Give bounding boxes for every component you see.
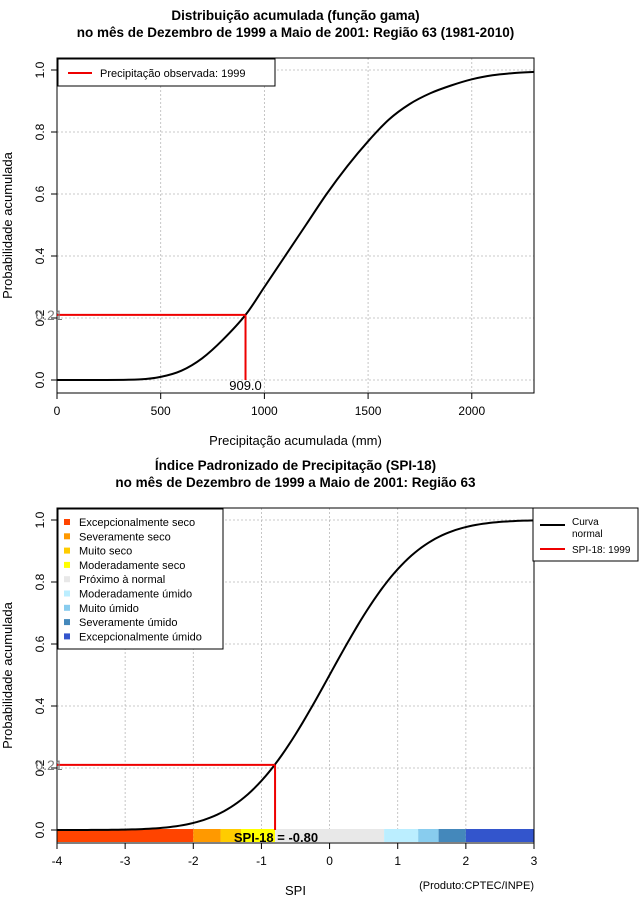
- chart-title-line1: Índice Padronizado de Precipitação (SPI-…: [155, 458, 436, 473]
- category-legend-label: Severamente seco: [79, 531, 171, 543]
- y-tick-label: 0.6: [33, 185, 47, 202]
- chart-title-line2: no mês de Dezembro de 1999 a Maio de 200…: [77, 25, 514, 40]
- y-tick-label: 0.2: [33, 759, 47, 776]
- category-legend-label: Excepcionalmente seco: [79, 517, 195, 529]
- spi-band: [275, 829, 385, 842]
- x-tick-label: -2: [188, 854, 199, 868]
- category-legend-swatch: [64, 576, 70, 583]
- y-tick-label: 1.0: [33, 511, 47, 528]
- spi-band: [465, 829, 534, 842]
- category-legend-label: Moderadamente úmido: [79, 589, 192, 601]
- category-legend-label: Muito seco: [79, 546, 132, 558]
- y-tick-label: 0.8: [33, 123, 47, 140]
- x-tick-label: 1: [394, 854, 401, 868]
- chart-title-line1: Distribuição acumulada (função gama): [171, 8, 419, 23]
- spi-band: [438, 829, 466, 842]
- line-legend-label: Curva: [572, 517, 599, 528]
- marker-y-value-label: 0.21: [35, 307, 62, 323]
- line-legend-label: SPI-18: 1999: [572, 545, 631, 556]
- category-legend-swatch: [64, 604, 70, 611]
- category-legend-label: Moderadamente seco: [79, 560, 185, 572]
- plot-frame: [56, 57, 535, 394]
- y-axis-label: Probabilidade acumulada: [0, 601, 15, 748]
- x-tick-label: -1: [256, 854, 267, 868]
- category-legend-swatch: [64, 519, 70, 525]
- line-legend-label-2: normal: [572, 529, 603, 540]
- x-tick-label: 2000: [458, 404, 485, 418]
- chart-1: Distribuição acumulada (função gama) no m…: [0, 8, 535, 448]
- category-legend-label: Severamente úmido: [79, 617, 177, 629]
- category-legend-label: Excepcionalmente úmido: [79, 631, 202, 643]
- category-legend-swatch: [64, 533, 70, 540]
- spi-band: [57, 829, 194, 842]
- cdf-curve: [56, 519, 535, 831]
- credit-label: (Produto:CPTEC/INPE): [419, 880, 534, 892]
- x-axis-label: Precipitação acumulada (mm): [209, 433, 382, 448]
- category-legend-label: Muito úmido: [79, 603, 139, 615]
- x-axis-label: SPI: [285, 883, 306, 898]
- x-tick-label: 3: [531, 854, 538, 868]
- plot-frame: [56, 507, 535, 844]
- y-tick-label: 0.4: [33, 697, 47, 714]
- spi-value-label: SPI-18 = -0.80: [234, 830, 318, 845]
- category-legend-swatch: [64, 561, 70, 568]
- spi-band: [220, 829, 241, 842]
- marker-x-value-label: 909.0: [229, 378, 262, 393]
- chart-title-line2: no mês de Dezembro de 1999 a Maio de 200…: [115, 475, 476, 490]
- x-tick-label: -3: [120, 854, 131, 868]
- y-tick-label: 0.6: [33, 635, 47, 652]
- category-legend-swatch: [64, 619, 70, 626]
- chart-2: Índice Padronizado de Precipitação (SPI-…: [0, 458, 639, 898]
- y-tick-label: 0.0: [33, 371, 47, 388]
- spi-band: [418, 829, 439, 842]
- legend-item-label: Precipitação observada: 1999: [100, 68, 246, 80]
- y-tick-label: 0.2: [33, 309, 47, 326]
- spi-band: [240, 829, 276, 842]
- y-axis-label: Probabilidade acumulada: [0, 151, 15, 298]
- category-legend-swatch: [64, 547, 70, 554]
- x-tick-label: 2: [463, 854, 470, 868]
- y-tick-label: 0.0: [33, 821, 47, 838]
- category-legend-box: [57, 508, 224, 650]
- spi-band: [193, 829, 221, 842]
- x-tick-label: 0: [54, 404, 61, 418]
- cdf-curve: [56, 70, 535, 382]
- y-tick-label: 0.8: [33, 573, 47, 590]
- spi-band: [384, 829, 419, 842]
- x-tick-label: 1500: [355, 404, 382, 418]
- x-tick-label: -4: [52, 854, 63, 868]
- marker-y-value-label: 0.21: [35, 757, 62, 773]
- y-tick-label: 1.0: [33, 61, 47, 78]
- category-legend-swatch: [64, 590, 70, 597]
- category-legend-label: Próximo à normal: [79, 574, 165, 586]
- x-tick-label: 500: [151, 404, 171, 418]
- x-tick-label: 1000: [251, 404, 278, 418]
- y-tick-label: 0.4: [33, 247, 47, 264]
- x-tick-label: 0: [326, 854, 333, 868]
- legend-box: [57, 58, 276, 87]
- line-legend-box: [532, 507, 639, 562]
- category-legend-swatch: [64, 633, 70, 640]
